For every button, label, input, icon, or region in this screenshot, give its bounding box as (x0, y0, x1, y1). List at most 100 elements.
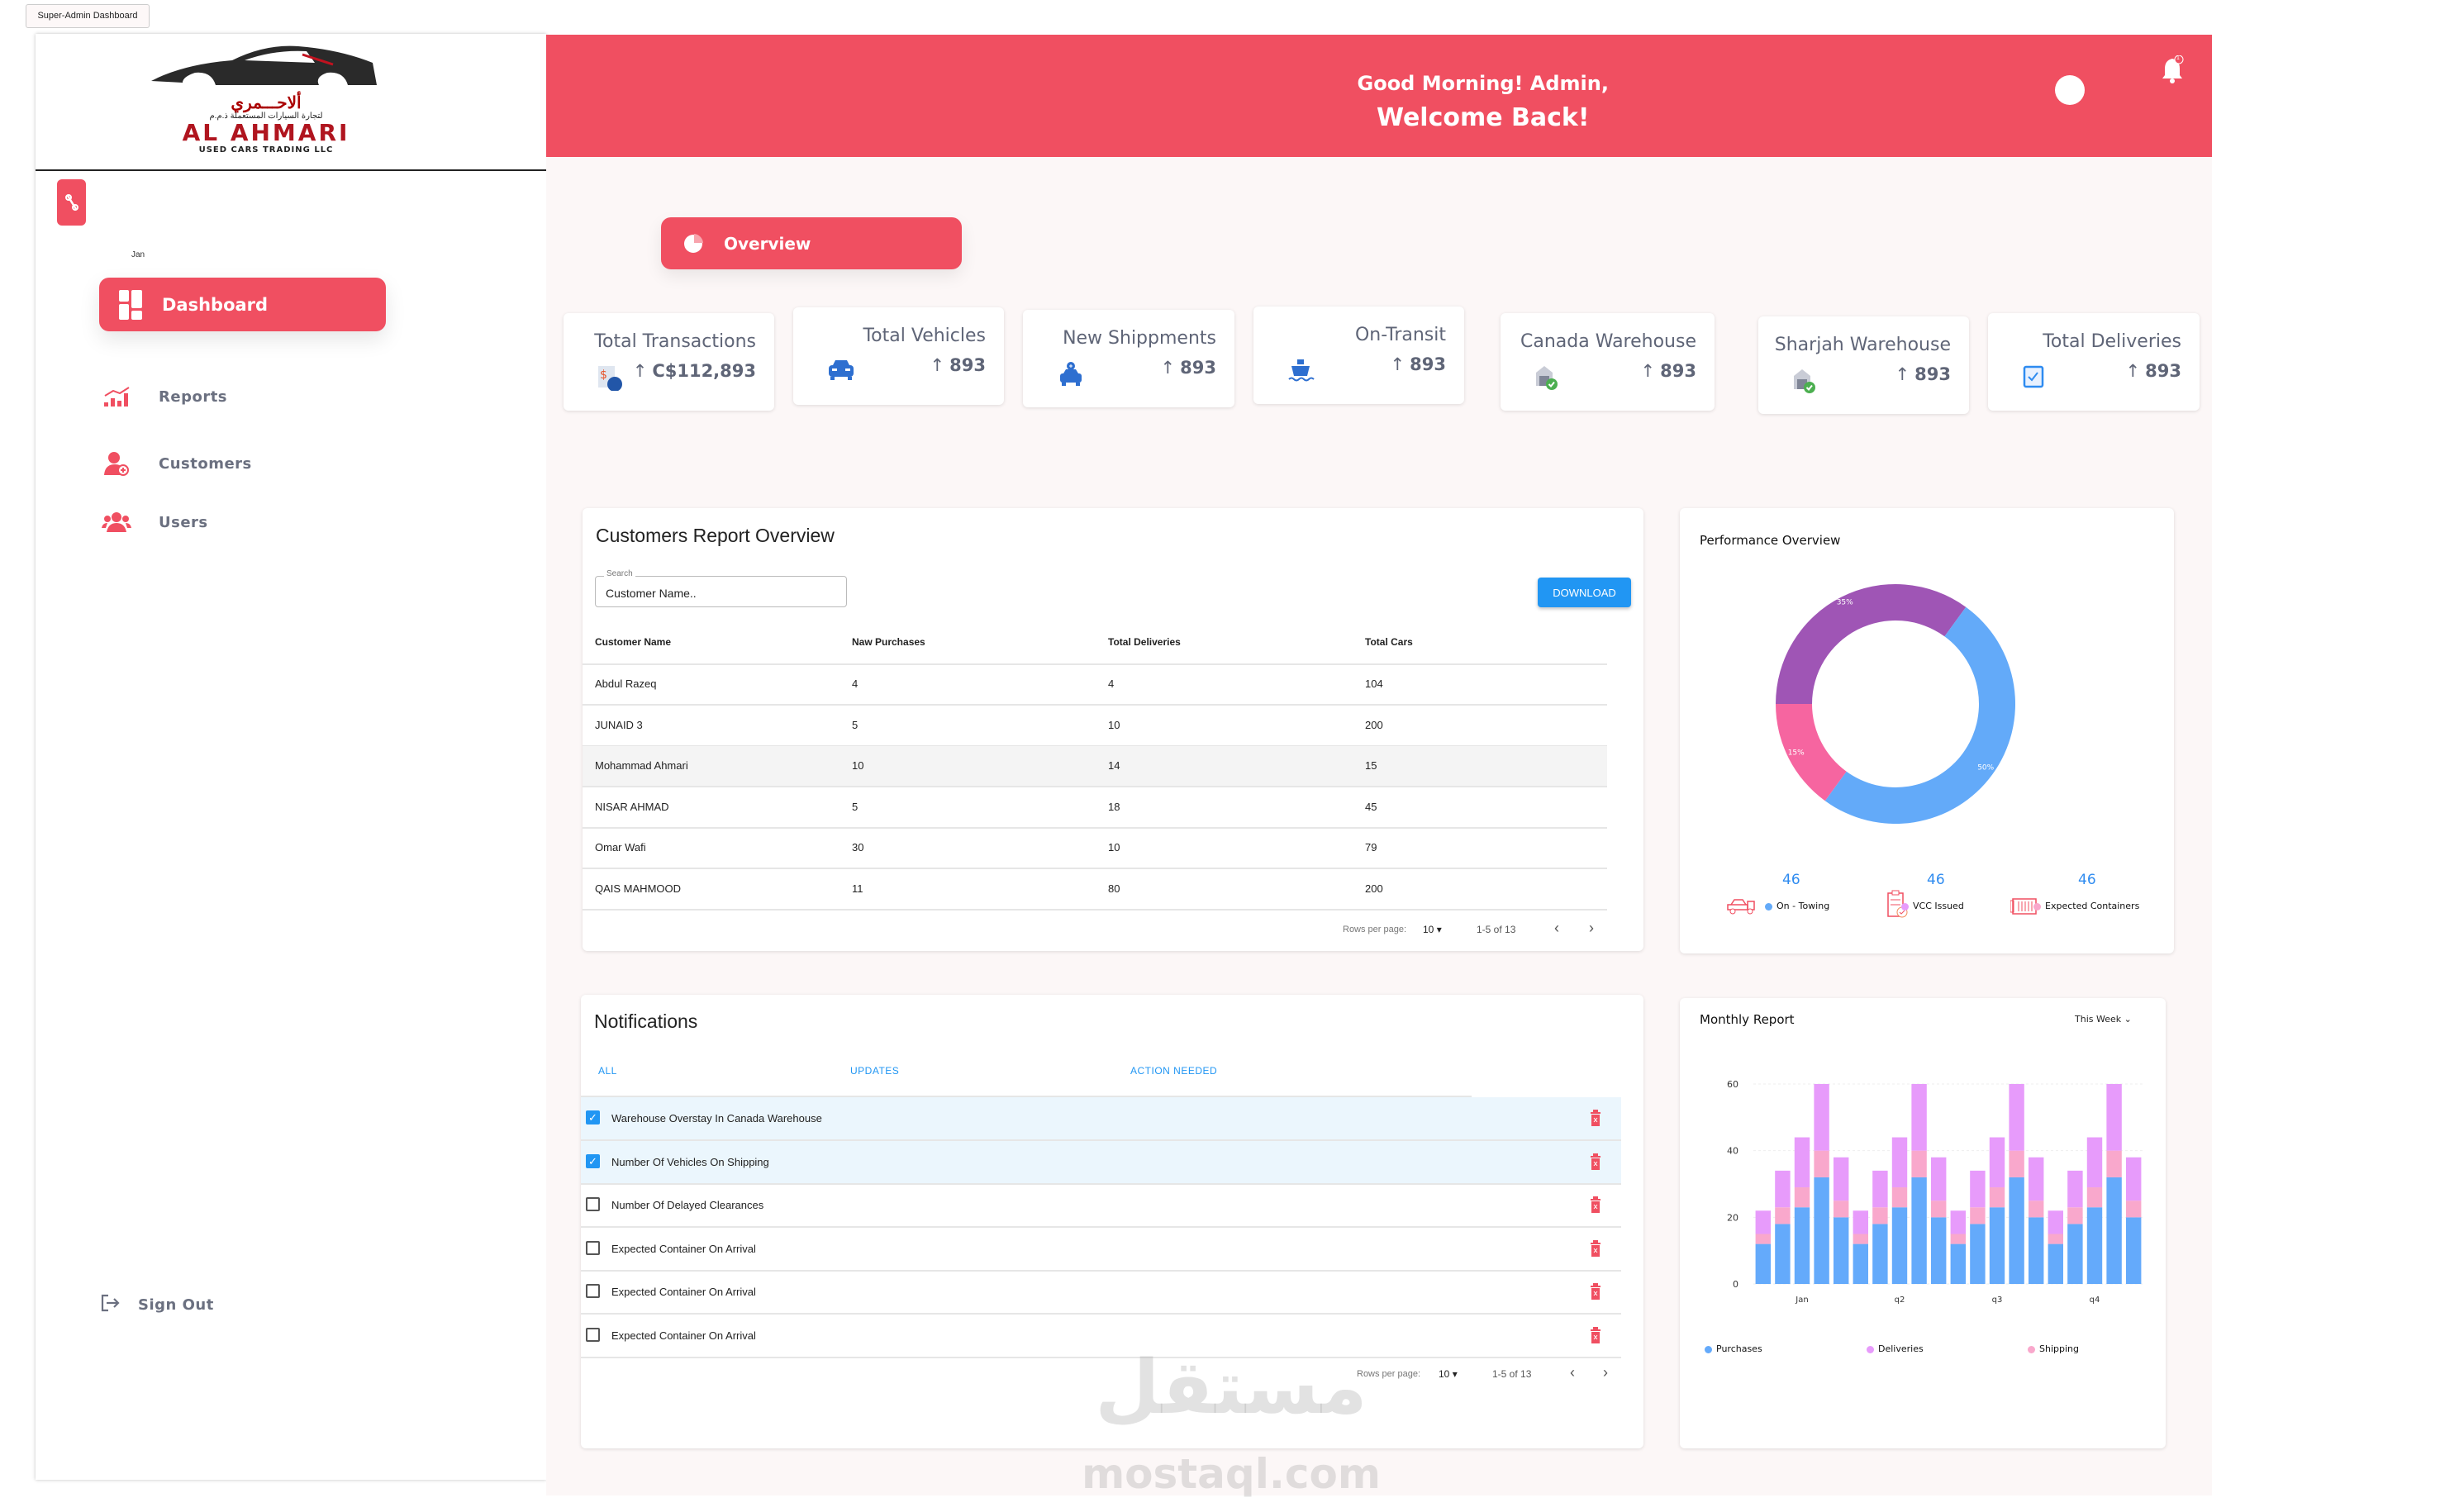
bar-segment-shipping[interactable] (2086, 1187, 2103, 1208)
trash-icon[interactable] (1590, 1196, 1601, 1217)
bar-segment-purchases[interactable] (1833, 1217, 1849, 1284)
donut-slice[interactable] (1776, 704, 1847, 801)
table-row[interactable]: JUNAID 3 5 10 200 (583, 706, 1607, 745)
trash-icon[interactable] (1590, 1153, 1601, 1174)
table-row[interactable]: Mohammad Ahmari 10 14 15 (583, 746, 1607, 786)
checkbox[interactable] (586, 1197, 600, 1211)
checkbox[interactable]: ✓ (586, 1153, 600, 1168)
tab-overview[interactable]: Overview (661, 217, 962, 269)
bar-segment-deliveries[interactable] (1950, 1210, 1967, 1234)
donut-slice[interactable] (1824, 606, 2015, 824)
column-header[interactable]: Naw Purchases (852, 636, 925, 648)
legend-item[interactable]: Purchases (1705, 1343, 1762, 1354)
bar-segment-purchases[interactable] (1891, 1207, 1908, 1284)
table-row[interactable]: NISAR AHMAD 5 18 45 (583, 787, 1607, 827)
notification-row[interactable]: ✓ Warehouse Overstay In Canada Warehouse (581, 1097, 1621, 1139)
bar-segment-deliveries[interactable] (2009, 1084, 2024, 1151)
stat-card[interactable]: Sharjah Warehouse ↑ 893 (1758, 316, 1969, 414)
bar-segment-shipping[interactable] (2009, 1150, 2024, 1177)
donut-slice[interactable] (1776, 584, 1967, 704)
stat-card[interactable]: Total Vehicles ↑ 893 (793, 307, 1004, 405)
sidebar-item-customers[interactable]: Customers (96, 451, 252, 476)
stat-card[interactable]: On-Transit ↑ 893 (1253, 307, 1464, 404)
bar-segment-deliveries[interactable] (1833, 1157, 1849, 1201)
checkbox[interactable] (586, 1284, 600, 1298)
trash-icon[interactable] (1590, 1239, 1601, 1261)
sidebar-item-users[interactable]: Users (96, 511, 208, 533)
checkbox[interactable]: ✓ (586, 1110, 600, 1124)
trash-icon[interactable] (1590, 1283, 1601, 1304)
notifications-bell[interactable]: 1 (2160, 55, 2185, 88)
bar-segment-deliveries[interactable] (1891, 1137, 1908, 1188)
bar-segment-purchases[interactable] (2048, 1243, 2064, 1284)
table-row[interactable]: Abdul Razeq 4 4 104 (583, 664, 1607, 704)
stat-card[interactable]: Total Deliveries ↑ 893 (1988, 313, 2200, 411)
bar-segment-purchases[interactable] (2086, 1207, 2103, 1284)
sidebar-item-reports[interactable]: Reports (96, 386, 227, 407)
table-row[interactable]: QAIS MAHMOOD 11 80 200 (583, 869, 1607, 909)
stat-card[interactable]: Canada Warehouse ↑ 893 (1501, 313, 1715, 411)
next-page-chevron-icon[interactable]: › (1589, 920, 1594, 936)
bar-segment-shipping[interactable] (1755, 1234, 1772, 1244)
bar-segment-deliveries[interactable] (2106, 1084, 2122, 1151)
bar-segment-deliveries[interactable] (1930, 1157, 1947, 1201)
prev-page-chevron-icon[interactable]: ‹ (1554, 920, 1559, 936)
bar-segment-shipping[interactable] (1794, 1187, 1810, 1208)
bar-segment-purchases[interactable] (1989, 1207, 2005, 1284)
column-header[interactable]: Total Deliveries (1108, 636, 1181, 648)
sidebar-item-dashboard[interactable]: Dashboard (99, 278, 386, 331)
bar-segment-shipping[interactable] (1872, 1207, 1888, 1224)
bar-segment-deliveries[interactable] (1794, 1137, 1810, 1188)
bar-segment-deliveries[interactable] (1755, 1210, 1772, 1234)
bar-segment-deliveries[interactable] (1853, 1210, 1869, 1234)
download-button[interactable]: DOWNLOAD (1538, 578, 1631, 607)
tab-updates[interactable]: UPDATES (850, 1065, 900, 1077)
sign-out-button[interactable]: Sign Out (100, 1294, 214, 1316)
notification-row[interactable]: ✓ Number Of Vehicles On Shipping (581, 1140, 1621, 1183)
column-header[interactable]: Total Cars (1365, 636, 1413, 648)
notification-row[interactable]: Number Of Delayed Clearances (581, 1184, 1621, 1226)
bar-segment-deliveries[interactable] (1814, 1084, 1829, 1151)
trash-icon[interactable] (1590, 1110, 1601, 1130)
bar-segment-deliveries[interactable] (2067, 1170, 2083, 1208)
bar-segment-shipping[interactable] (1970, 1207, 1986, 1224)
bar-segment-shipping[interactable] (2067, 1207, 2083, 1224)
period-select[interactable]: This Week ⌄ (2075, 1014, 2132, 1025)
notification-row[interactable]: Expected Container On Arrival (581, 1271, 1621, 1313)
bar-segment-shipping[interactable] (1930, 1201, 1947, 1218)
avatar[interactable] (2055, 75, 2085, 105)
bar-segment-shipping[interactable] (1814, 1150, 1829, 1177)
bar-segment-deliveries[interactable] (2028, 1157, 2044, 1201)
bar-segment-purchases[interactable] (1794, 1207, 1810, 1284)
rows-per-page-select[interactable]: 10 ▾ (1423, 924, 1442, 935)
search-input[interactable]: Search Customer Name.. (595, 569, 847, 607)
checkbox[interactable] (586, 1240, 600, 1255)
bar-segment-shipping[interactable] (1775, 1207, 1791, 1224)
bar-segment-shipping[interactable] (1950, 1234, 1967, 1244)
bar-segment-shipping[interactable] (1891, 1187, 1908, 1208)
bar-segment-purchases[interactable] (1930, 1217, 1947, 1284)
bar-segment-shipping[interactable] (1911, 1150, 1927, 1177)
bar-segment-purchases[interactable] (1911, 1177, 1927, 1284)
bar-segment-purchases[interactable] (1755, 1243, 1772, 1284)
bar-segment-shipping[interactable] (2125, 1201, 2142, 1218)
bar-segment-purchases[interactable] (1872, 1224, 1888, 1284)
bar-segment-purchases[interactable] (1950, 1243, 1967, 1284)
bar-segment-purchases[interactable] (2067, 1224, 2083, 1284)
bar-segment-purchases[interactable] (2106, 1177, 2122, 1284)
bar-segment-shipping[interactable] (1853, 1234, 1869, 1244)
bar-segment-deliveries[interactable] (1872, 1170, 1888, 1208)
link-button[interactable] (57, 179, 86, 226)
checkbox[interactable] (586, 1327, 600, 1342)
bar-segment-deliveries[interactable] (1911, 1084, 1927, 1151)
next-page-chevron-icon[interactable]: › (1603, 1364, 1608, 1381)
prev-page-chevron-icon[interactable]: ‹ (1570, 1364, 1575, 1381)
bar-segment-shipping[interactable] (1833, 1201, 1849, 1218)
bar-segment-deliveries[interactable] (2048, 1210, 2064, 1234)
bar-segment-shipping[interactable] (2028, 1201, 2044, 1218)
notification-row[interactable]: Expected Container On Arrival (581, 1228, 1621, 1270)
tab-action-needed[interactable]: ACTION NEEDED (1130, 1065, 1218, 1077)
bar-segment-purchases[interactable] (1814, 1177, 1829, 1284)
bar-segment-purchases[interactable] (2009, 1177, 2024, 1284)
bar-segment-shipping[interactable] (2048, 1234, 2064, 1244)
